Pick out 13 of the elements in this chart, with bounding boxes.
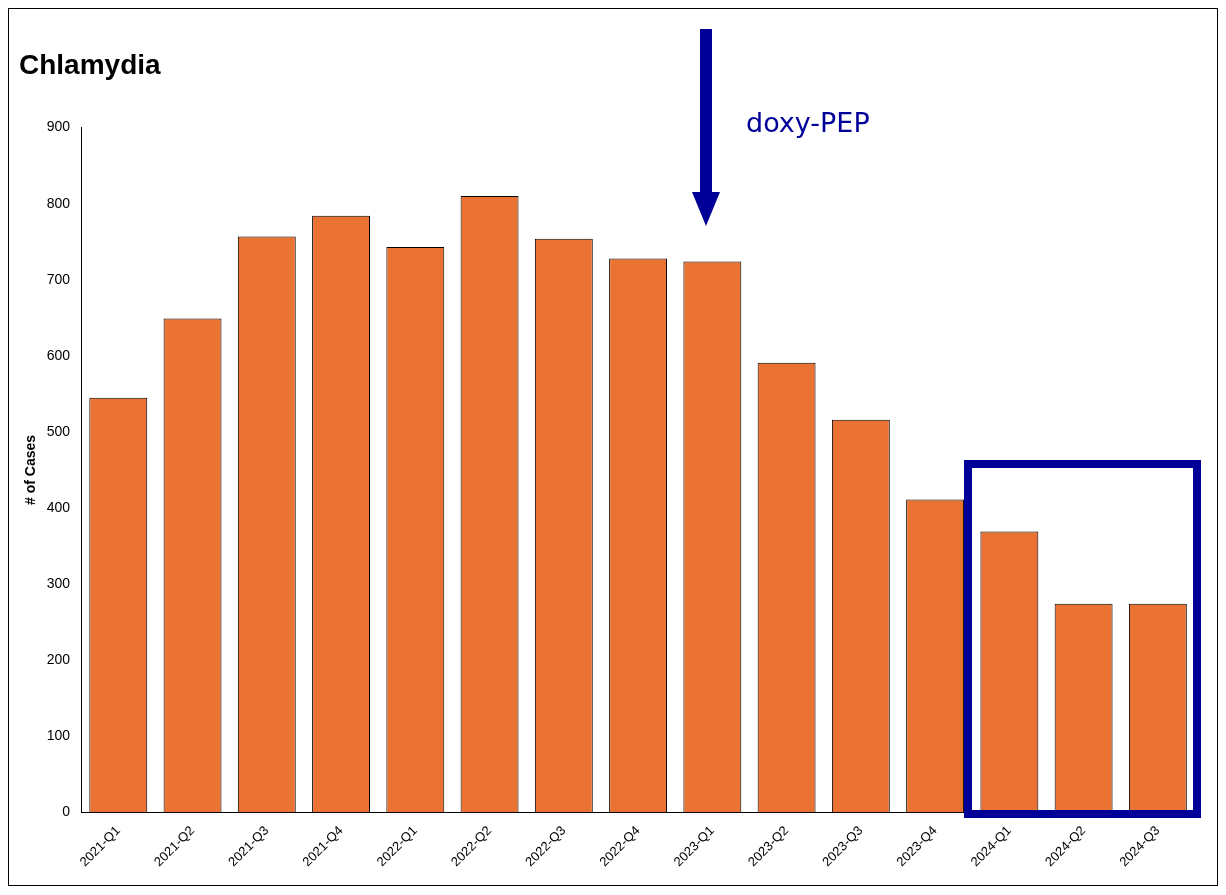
y-tick-label: 700 [46,270,71,287]
annotation: doxy-PEP [746,107,870,138]
y-tick-label: 100 [46,726,71,743]
y-tick-label: 800 [46,194,71,211]
chart-title: Chlamydia [19,48,162,80]
y-tick-label: 200 [46,650,71,667]
y-tick-label: 500 [46,422,71,439]
y-tick-label: 600 [46,346,71,363]
y-tick-label: 900 [46,118,71,135]
y-tick-label: 400 [46,498,71,515]
y-tick-label: 0 [62,803,71,820]
y-axis-title: # of Cases [22,434,39,505]
y-tick-label: 300 [46,574,71,591]
